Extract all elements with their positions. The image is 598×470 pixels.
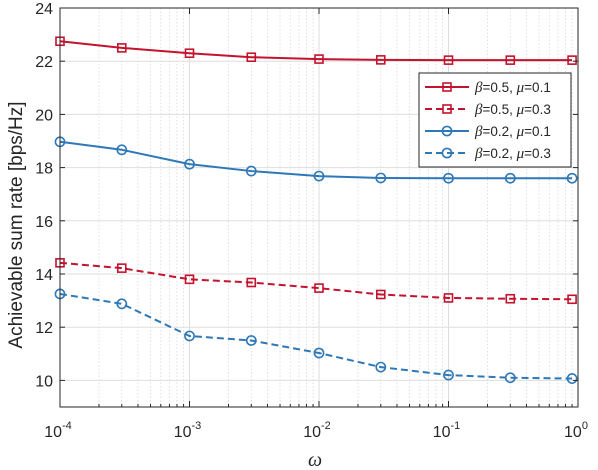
data-point — [505, 293, 516, 304]
series-line-group — [55, 258, 577, 305]
y-tick-label: 20 — [35, 107, 53, 124]
y-axis-label: Achievable sum rate [bps/Hz] — [6, 101, 27, 348]
series-line — [59, 140, 573, 180]
data-point — [566, 172, 578, 184]
series-layer — [54, 36, 578, 384]
grid — [59, 7, 579, 407]
data-point — [375, 361, 387, 373]
y-tick-label: 14 — [35, 267, 53, 284]
data-point — [442, 82, 452, 92]
data-point — [441, 147, 453, 159]
series-line — [59, 40, 573, 62]
data-point — [567, 55, 577, 65]
series-line — [59, 292, 573, 380]
x-tick-label: 10-2 — [303, 420, 331, 441]
series-line — [59, 261, 573, 301]
data-point — [443, 55, 454, 65]
legend-label: β=0.2, μ=0.1 — [474, 124, 551, 140]
y-tick-label: 10 — [35, 373, 53, 390]
data-point — [504, 172, 516, 184]
data-point — [313, 347, 325, 359]
data-point — [116, 144, 128, 156]
x-axis-label: ω — [308, 449, 322, 470]
data-point — [443, 293, 454, 303]
legend-label: β=0.5, μ=0.3 — [474, 102, 551, 118]
y-tick-label: 16 — [35, 214, 53, 231]
data-point — [245, 335, 257, 346]
data-point — [567, 294, 577, 305]
data-point — [443, 172, 454, 184]
data-point — [184, 330, 195, 342]
data-point — [314, 283, 324, 293]
data-point — [246, 52, 257, 63]
data-point — [504, 372, 516, 384]
x-tick-label: 10-3 — [174, 420, 202, 441]
data-point — [566, 373, 578, 384]
legend-label: β=0.5, μ=0.1 — [474, 80, 551, 96]
legend-label: β=0.2, μ=0.3 — [474, 146, 551, 162]
y-tick-label: 18 — [35, 161, 53, 178]
data-point — [184, 158, 195, 170]
y-tick-label: 12 — [35, 320, 53, 337]
data-point — [116, 298, 128, 310]
x-tick-label: 100 — [564, 420, 588, 441]
data-point — [375, 55, 386, 65]
data-point — [116, 263, 127, 273]
data-point — [375, 172, 387, 184]
data-point — [314, 54, 324, 64]
y-tick-label: 22 — [35, 54, 53, 71]
data-point — [245, 165, 257, 177]
data-point — [184, 274, 195, 285]
x-tick-label: 10-1 — [433, 420, 461, 441]
data-point — [442, 104, 452, 114]
data-point — [441, 125, 453, 137]
x-tick-label: 10-4 — [44, 420, 72, 441]
axis-ticks: 10 12 14 16 18 20 22 24 10-4 10-3 10-2 10-1 100 — [35, 1, 588, 441]
data-point — [246, 277, 257, 288]
data-point — [505, 55, 516, 65]
y-tick-label: 24 — [35, 1, 53, 18]
data-point — [443, 369, 454, 381]
data-point — [313, 170, 325, 182]
data-point — [116, 43, 127, 53]
data-point — [375, 289, 386, 300]
series-line-group — [54, 288, 578, 384]
series-line-group — [55, 36, 577, 65]
legend-box — [418, 72, 572, 168]
data-point — [184, 48, 195, 59]
legend: β=0.5, μ=0.1 β=0.5, μ=0.3 β=0.2, μ=0.1 β=0.… — [418, 72, 572, 168]
